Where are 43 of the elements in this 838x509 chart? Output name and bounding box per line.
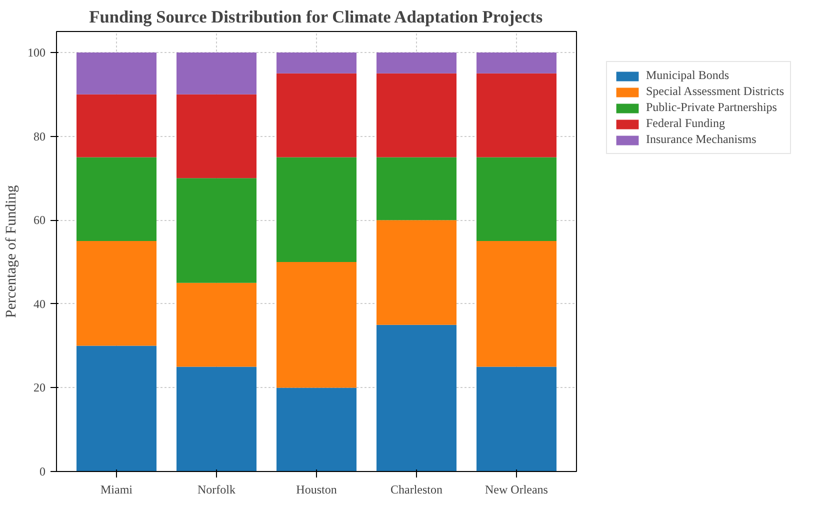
bar — [476, 241, 556, 367]
bar — [76, 94, 156, 158]
y-axis-title: Percentage of Funding — [4, 184, 20, 318]
bar — [176, 178, 256, 283]
bar — [276, 262, 356, 388]
legend-label: Federal Funding — [646, 116, 725, 131]
x-tick-label: Houston — [296, 482, 337, 496]
bar — [476, 366, 556, 472]
y-tick-label: 100 — [28, 45, 46, 60]
bar — [276, 73, 356, 158]
bar — [476, 73, 556, 158]
bar — [176, 52, 256, 94]
y-tick-label: 40 — [34, 296, 46, 311]
bar — [376, 157, 456, 220]
bar — [276, 388, 356, 472]
bar — [176, 282, 256, 367]
bar — [476, 157, 556, 242]
bar — [376, 324, 456, 472]
bar — [76, 52, 156, 94]
bar — [176, 94, 256, 178]
y-tick-label: 20 — [34, 380, 46, 395]
bar — [76, 157, 156, 242]
x-tick-label: New Orleans — [485, 482, 548, 496]
bar — [376, 220, 456, 325]
chart-title: Funding Source Distribution for Climate Adaptation Projects — [89, 8, 543, 26]
bar — [176, 366, 256, 472]
bar — [276, 157, 356, 262]
y-tick-label: 80 — [34, 129, 46, 144]
bar — [476, 52, 556, 74]
bar — [276, 52, 356, 74]
x-tick-label: Charleston — [390, 482, 443, 496]
x-tick-label: Miami — [100, 482, 134, 496]
bar — [76, 346, 156, 472]
y-tick-label: 60 — [34, 213, 46, 228]
legend-label: Municipal Bonds — [646, 68, 729, 83]
legend-label: Special Assessment Districts — [646, 84, 784, 99]
y-tick-label: 0 — [40, 464, 46, 478]
bar — [376, 73, 456, 158]
bar — [76, 241, 156, 346]
legend-label: Public-Private Partnerships — [646, 100, 777, 115]
bar — [376, 52, 456, 74]
legend-label: Insurance Mechanisms — [646, 132, 756, 147]
x-tick-label: Norfolk — [198, 482, 236, 496]
